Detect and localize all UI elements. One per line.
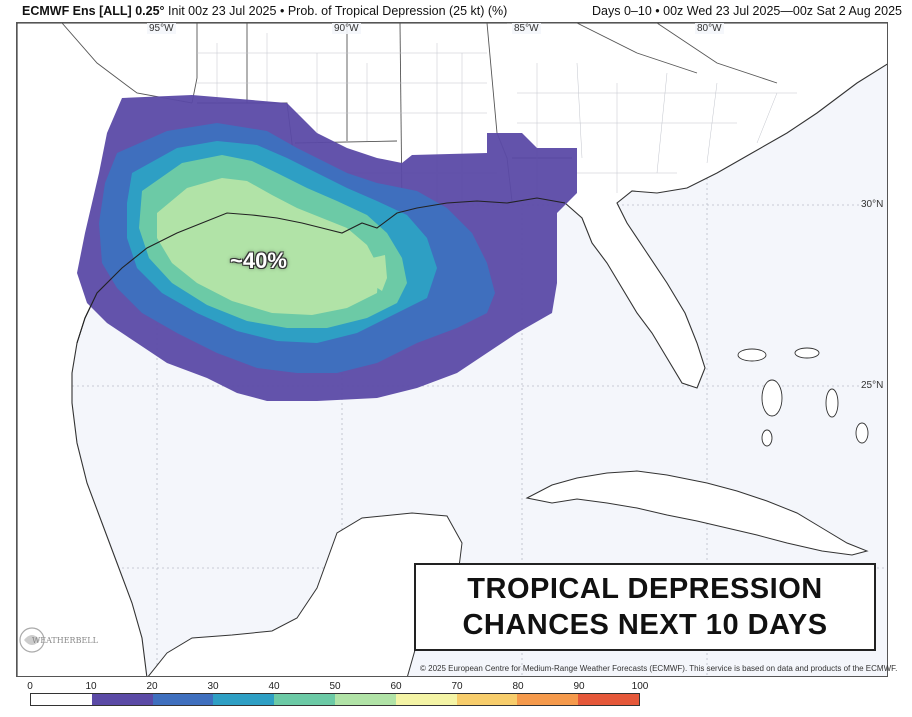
model-name: ECMWF Ens [ALL] [22, 4, 132, 18]
gulf-coastline [76, 197, 566, 344]
lon-label-80w: 80°W [695, 23, 724, 34]
copyright-notice: © 2025 European Centre for Medium-Range … [420, 664, 898, 673]
probability-callout: ~40% [230, 248, 287, 273]
colorbar-tick-label: 0 [27, 681, 33, 692]
colorbar-swatch [213, 694, 275, 705]
colorbar-swatch [517, 694, 579, 705]
init-time: Init 00z 23 Jul 2025 [168, 4, 277, 18]
valid-dates: 00z Wed 23 Jul 2025—00z Sat 2 Aug 2025 [663, 4, 902, 18]
lat-label-30n: 30°N [859, 199, 886, 210]
separator-bullet-2: • [655, 4, 660, 18]
colorbar-tick-label: 20 [146, 681, 158, 692]
banner-line-1: TROPICAL DEPRESSION [467, 573, 823, 605]
colorbar-tick-label: 80 [512, 681, 524, 692]
model-resolution: 0.25 [135, 4, 160, 18]
bahamas-islands [737, 347, 869, 447]
days-range: Days 0–10 [592, 4, 652, 18]
probability-colorbar [30, 693, 640, 706]
colorbar-swatch [395, 694, 457, 705]
colorbar-swatch [334, 694, 396, 705]
colorbar-tick-label: 30 [207, 681, 219, 692]
colorbar-swatch [31, 694, 92, 705]
colorbar-tick-label: 70 [451, 681, 463, 692]
lon-label-90w: 90°W [332, 23, 361, 34]
colorbar-swatch [91, 694, 153, 705]
colorbar-swatch [274, 694, 335, 705]
map-panel: 95°W 90°W 85°W 80°W 30°N 25°N [16, 22, 888, 677]
headline-banner: TROPICAL DEPRESSION CHANCES NEXT 10 DAYS [414, 563, 876, 651]
colorbar-tick-label: 60 [390, 681, 402, 692]
map-canvas [17, 23, 887, 676]
colorbar-tick-label: 100 [631, 681, 649, 692]
banner-line-2: CHANCES NEXT 10 DAYS [462, 609, 828, 641]
lon-label-85w: 85°W [512, 23, 541, 34]
logo-text: WEATHERBELL [32, 636, 98, 645]
cuba-landmass [525, 470, 869, 556]
weatherbell-logo-icon [19, 627, 45, 653]
colorbar-tick-label: 90 [573, 681, 585, 692]
colorbar-tick-label: 10 [85, 681, 97, 692]
probability-shading [77, 95, 577, 401]
separator-bullet: • [279, 4, 285, 18]
valid-range: Days 0–10 • 00z Wed 23 Jul 2025—00z Sat … [592, 4, 902, 18]
colorbar-tick-label: 50 [329, 681, 341, 692]
colorbar-swatch [456, 694, 518, 705]
lon-label-95w: 95°W [147, 23, 176, 34]
prob-peak-spot [372, 255, 387, 291]
map-header: ECMWF Ens [ALL] 0.25° Init 00z 23 Jul 20… [22, 4, 902, 18]
prob-50-60-band [157, 178, 379, 315]
colorbar-swatch [152, 694, 214, 705]
product-name: Prob. of Tropical Depression (25 kt) (%) [287, 4, 508, 18]
colorbar-swatch [578, 694, 639, 705]
lat-label-25n: 25°N [859, 380, 886, 391]
colorbar-tick-label: 40 [268, 681, 280, 692]
